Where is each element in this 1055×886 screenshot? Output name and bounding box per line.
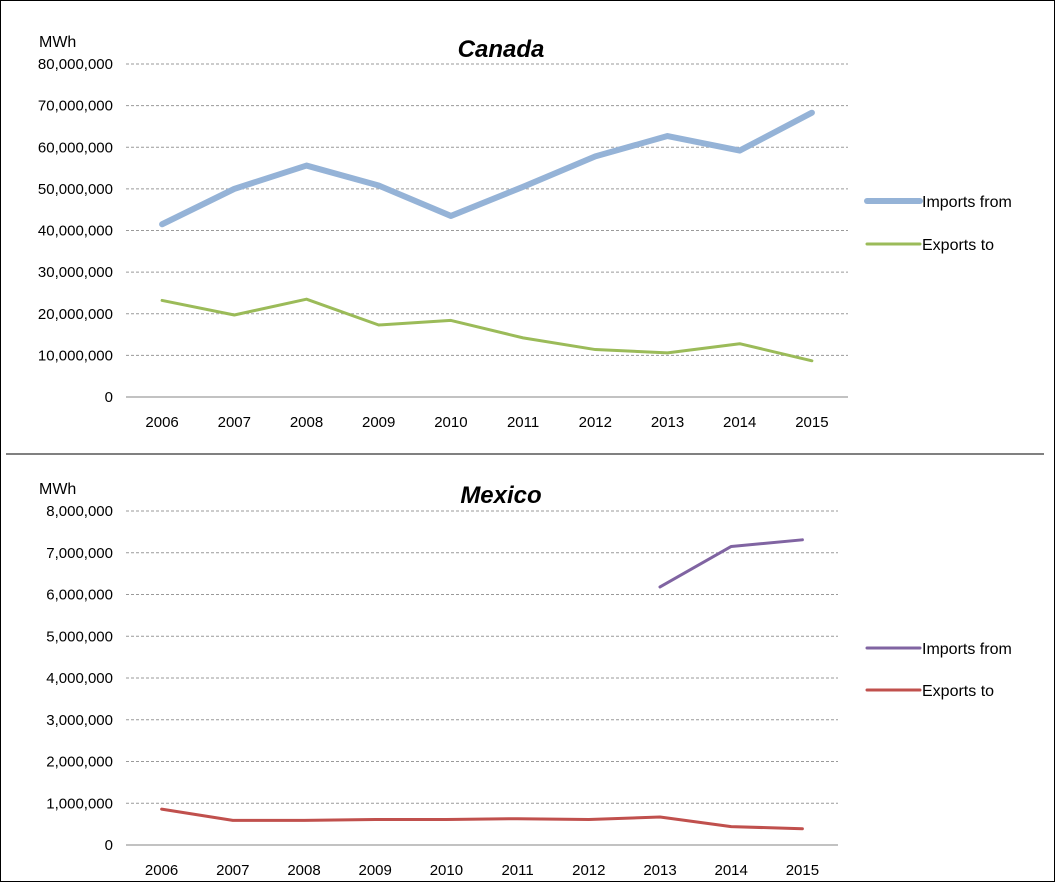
canada-unit-label: MWh (39, 34, 76, 51)
mexico-legend-label: Exports to (922, 683, 994, 700)
canada-y-tick-label: 20,000,000 (38, 306, 113, 323)
mexico-unit-label: MWh (39, 481, 76, 498)
mexico-series-line-exports (160, 807, 804, 831)
canada-y-tick-labels: 0 10,000,000 20,000,000 30,000,000 40,000,00… (38, 56, 113, 406)
canada-x-tick-label: 2015 (795, 414, 828, 431)
mexico-legend: Imports from Exports to (865, 641, 1012, 700)
canada-gridlines (126, 63, 848, 356)
canada-y-tick-label: 60,000,000 (38, 139, 113, 156)
canada-x-tick-label: 2014 (723, 414, 756, 431)
mexico-x-tick-label: 2011 (501, 862, 533, 879)
canada-series-lines (159, 109, 815, 363)
mexico-series-lines (160, 538, 804, 831)
mexico-y-tick-label: 8,000,000 (46, 503, 113, 520)
canada-chart-title: Canada (458, 36, 545, 63)
canada-x-tick-label: 2007 (218, 414, 251, 431)
canada-legend-label: Exports to (922, 237, 994, 254)
canada-x-tick-label: 2013 (651, 414, 684, 431)
canada-x-tick-label: 2009 (362, 414, 395, 431)
mexico-x-tick-label: 2009 (359, 862, 392, 879)
canada-y-tick-label: 30,000,000 (38, 264, 113, 281)
canada-y-tick-label: 10,000,000 (38, 347, 113, 364)
canada-x-tick-label: 2006 (145, 414, 178, 431)
mexico-x-tick-label: 2014 (715, 862, 748, 879)
canada-chart: MWh Canada 0 10,000,000 20,000,000 30,000,0… (38, 34, 1012, 431)
mexico-series-line-imports (658, 538, 804, 589)
canada-x-tick-label: 2010 (434, 414, 467, 431)
mexico-y-tick-label: 5,000,000 (46, 628, 113, 645)
mexico-x-tick-label: 2006 (145, 862, 178, 879)
mexico-gridlines (126, 510, 838, 804)
mexico-y-tick-label: 7,000,000 (46, 545, 113, 562)
mexico-x-tick-labels: 2006 2007 2008 2009 2010 2011 2012 2013 2014 2015 (145, 862, 819, 879)
mexico-y-tick-label: 4,000,000 (46, 670, 113, 687)
canada-x-tick-label: 2011 (507, 414, 539, 431)
mexico-y-tick-labels: 0 1,000,000 2,000,000 3,000,000 4,000,000 5,0… (46, 503, 113, 854)
mexico-y-tick-label: 6,000,000 (46, 587, 113, 604)
mexico-x-tick-label: 2007 (216, 862, 249, 879)
canada-y-tick-label: 70,000,000 (38, 98, 113, 115)
canada-y-tick-label: 0 (105, 389, 113, 406)
canada-x-tick-label: 2012 (579, 414, 612, 431)
mexico-chart: MWh Mexico 0 1,000,000 2,000,000 3,000,000 4… (39, 481, 1012, 879)
mexico-y-tick-label: 1,000,000 (46, 795, 113, 812)
canada-x-tick-labels: 2006 2007 2008 2009 2010 2011 2012 2013 2014 2015 (145, 414, 828, 431)
canada-series-line-exports (160, 297, 814, 363)
mexico-y-tick-label: 3,000,000 (46, 712, 113, 729)
canada-y-tick-label: 50,000,000 (38, 181, 113, 198)
canada-y-tick-label: 80,000,000 (38, 56, 113, 73)
mexico-legend-label: Imports from (922, 641, 1012, 658)
mexico-y-tick-label: 2,000,000 (46, 754, 113, 771)
canada-y-tick-label: 40,000,000 (38, 223, 113, 240)
mexico-chart-title: Mexico (460, 482, 541, 509)
mexico-x-tick-label: 2012 (572, 862, 605, 879)
mexico-x-tick-label: 2010 (430, 862, 463, 879)
canada-legend-label: Imports from (922, 194, 1012, 211)
mexico-y-tick-label: 0 (105, 837, 113, 854)
canada-series-line-imports (159, 109, 815, 228)
mexico-x-tick-label: 2015 (786, 862, 819, 879)
canada-x-tick-label: 2008 (290, 414, 323, 431)
mexico-x-tick-label: 2013 (643, 862, 676, 879)
canada-legend: Imports from Exports to (864, 194, 1012, 254)
mexico-x-tick-label: 2008 (287, 862, 320, 879)
